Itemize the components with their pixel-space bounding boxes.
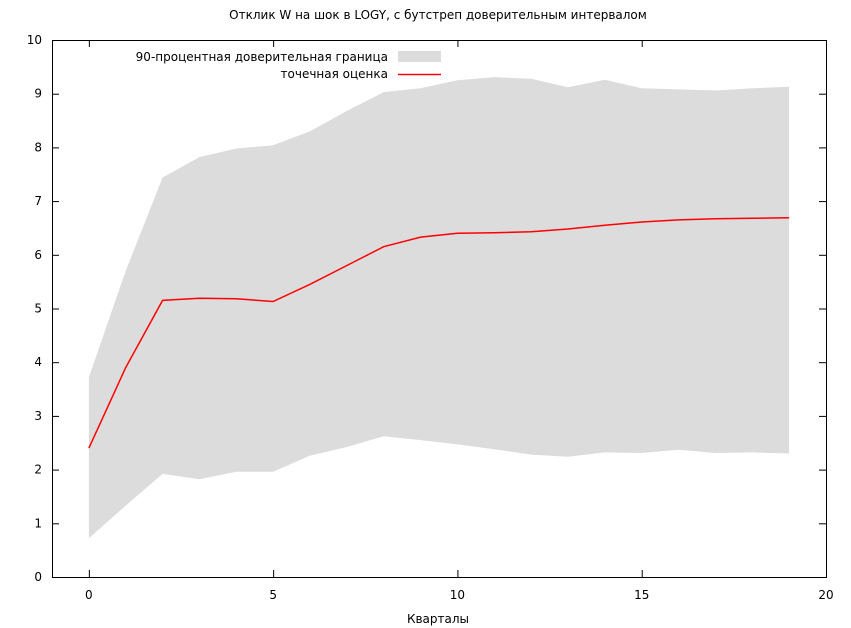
legend-band-swatch xyxy=(398,51,441,62)
y-tick-label: 0 xyxy=(34,570,42,584)
x-tick-label: 5 xyxy=(269,588,277,602)
y-tick-label: 2 xyxy=(34,463,42,477)
confidence-band xyxy=(88,77,790,539)
y-tick-label: 9 xyxy=(34,87,42,101)
y-tick-label: 6 xyxy=(34,248,42,262)
y-tick-label: 7 xyxy=(34,194,42,208)
x-tick-label: 15 xyxy=(634,588,649,602)
y-tick-label: 8 xyxy=(34,140,42,154)
y-tick-label: 1 xyxy=(34,516,42,530)
legend-line-label: точечная оценка xyxy=(281,67,388,81)
point-estimate-layer xyxy=(88,216,790,449)
confidence-band-layer xyxy=(88,77,790,539)
y-tick-label: 4 xyxy=(34,355,42,369)
y-tick-label: 3 xyxy=(34,409,42,423)
x-tick-label: 10 xyxy=(450,588,465,602)
x-tick-label: 20 xyxy=(818,588,833,602)
x-axis-label: Кварталы xyxy=(407,612,469,626)
legend-band-label: 90-процентная доверительная граница xyxy=(136,50,388,64)
y-tick-label: 10 xyxy=(27,33,42,47)
y-tick-label: 5 xyxy=(34,302,42,316)
point-estimate-line xyxy=(88,216,790,449)
legend: 90-процентная доверительная граница точе… xyxy=(136,50,441,81)
chart-title: Отклик W на шок в LOGY, с бутстреп довер… xyxy=(229,8,647,22)
x-tick-label: 0 xyxy=(85,588,93,602)
axis-ticks: 0 1 2 3 4 5 6 7 8 9 10 0 5 10 15 20 xyxy=(27,33,834,602)
